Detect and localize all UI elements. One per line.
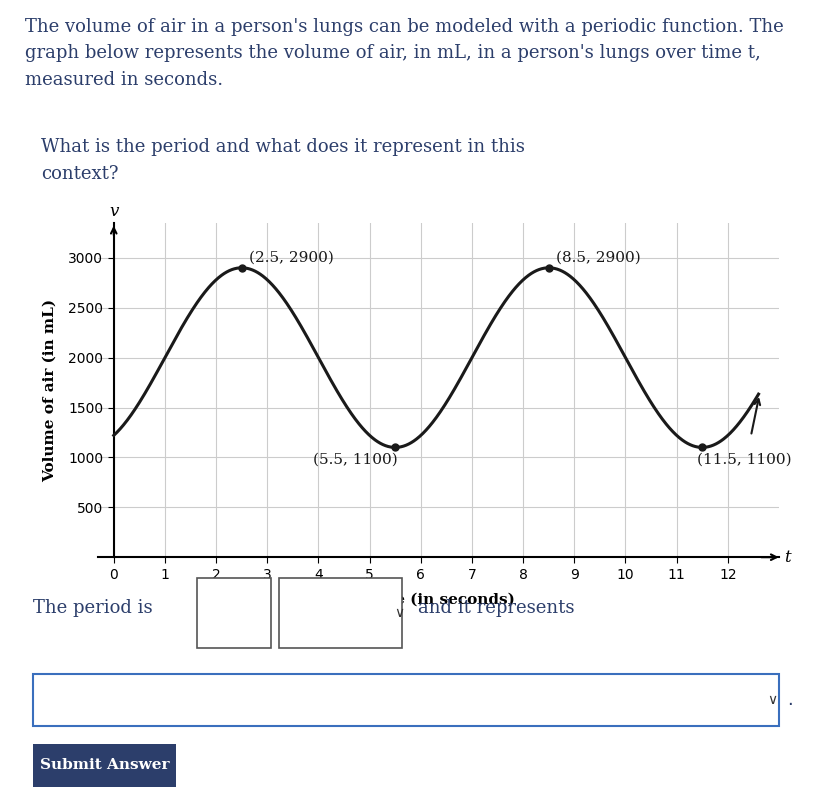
FancyBboxPatch shape: [278, 578, 401, 648]
Text: The period is: The period is: [33, 599, 152, 617]
Text: (5.5, 1100): (5.5, 1100): [313, 452, 397, 466]
FancyBboxPatch shape: [33, 674, 778, 726]
FancyBboxPatch shape: [197, 578, 270, 648]
Text: (8.5, 2900): (8.5, 2900): [556, 251, 640, 265]
Text: t: t: [783, 548, 790, 566]
Text: What is the period and what does it represent in this
context?: What is the period and what does it repr…: [41, 139, 524, 182]
Text: Submit Answer: Submit Answer: [40, 759, 170, 772]
X-axis label: Time (in seconds): Time (in seconds): [362, 593, 514, 607]
Text: .: .: [786, 691, 792, 708]
FancyBboxPatch shape: [33, 744, 176, 786]
Text: ∨: ∨: [767, 693, 776, 707]
Text: The volume of air in a person's lungs can be modeled with a periodic function. T: The volume of air in a person's lungs ca…: [25, 18, 782, 88]
Text: (11.5, 1100): (11.5, 1100): [696, 452, 791, 466]
Text: and it represents: and it represents: [418, 599, 574, 617]
Y-axis label: Volume of air (in mL): Volume of air (in mL): [43, 298, 57, 482]
Text: v: v: [109, 203, 118, 220]
Text: ∨: ∨: [394, 606, 404, 620]
Text: (2.5, 2900): (2.5, 2900): [249, 251, 334, 265]
